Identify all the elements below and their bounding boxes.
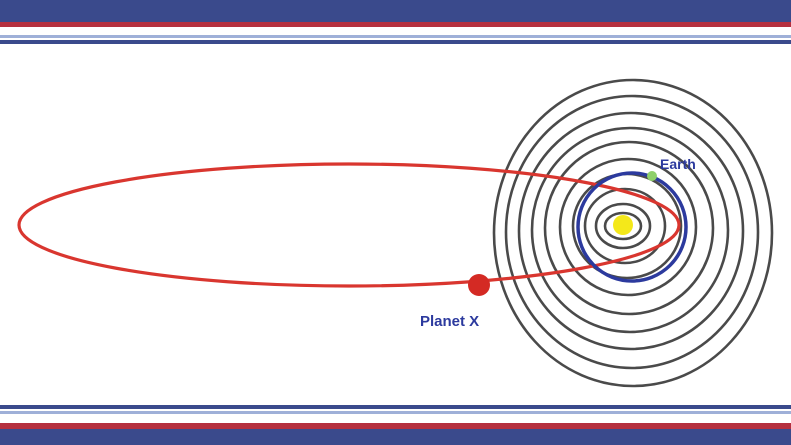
bottom-band-thin-blue bbox=[0, 405, 791, 409]
planet-orbits bbox=[492, 78, 774, 388]
earth-label: Earth bbox=[660, 156, 696, 172]
planet-x-orbit bbox=[17, 162, 681, 288]
earth-icon bbox=[647, 171, 657, 181]
top-border-band bbox=[0, 0, 791, 44]
sun-icon bbox=[613, 215, 633, 235]
bottom-band-red bbox=[0, 423, 791, 429]
planet-orbit-5 bbox=[558, 157, 698, 297]
earth-orbit bbox=[576, 171, 688, 283]
top-band-red bbox=[0, 22, 791, 27]
planet-orbit-2 bbox=[594, 202, 652, 250]
top-band-thin-blue bbox=[0, 40, 791, 44]
planet-x-label: Planet X bbox=[420, 313, 479, 330]
top-band-blue bbox=[0, 0, 791, 22]
planet-orbit-7 bbox=[530, 126, 730, 334]
bottom-band-light bbox=[0, 411, 791, 414]
bottom-band-white bbox=[0, 414, 791, 423]
planet-orbit-10 bbox=[492, 78, 774, 388]
planet-orbit-9 bbox=[504, 94, 760, 370]
planet-orbit-3 bbox=[583, 187, 667, 265]
top-band-light bbox=[0, 35, 791, 38]
bottom-border-band bbox=[0, 405, 791, 445]
top-band-white bbox=[0, 27, 791, 35]
planet-orbit-6 bbox=[543, 140, 715, 316]
planet-orbit-8 bbox=[517, 111, 745, 351]
bottom-band-blue bbox=[0, 429, 791, 445]
planet-orbit-1 bbox=[603, 211, 643, 241]
planet-x-icon bbox=[468, 274, 490, 296]
